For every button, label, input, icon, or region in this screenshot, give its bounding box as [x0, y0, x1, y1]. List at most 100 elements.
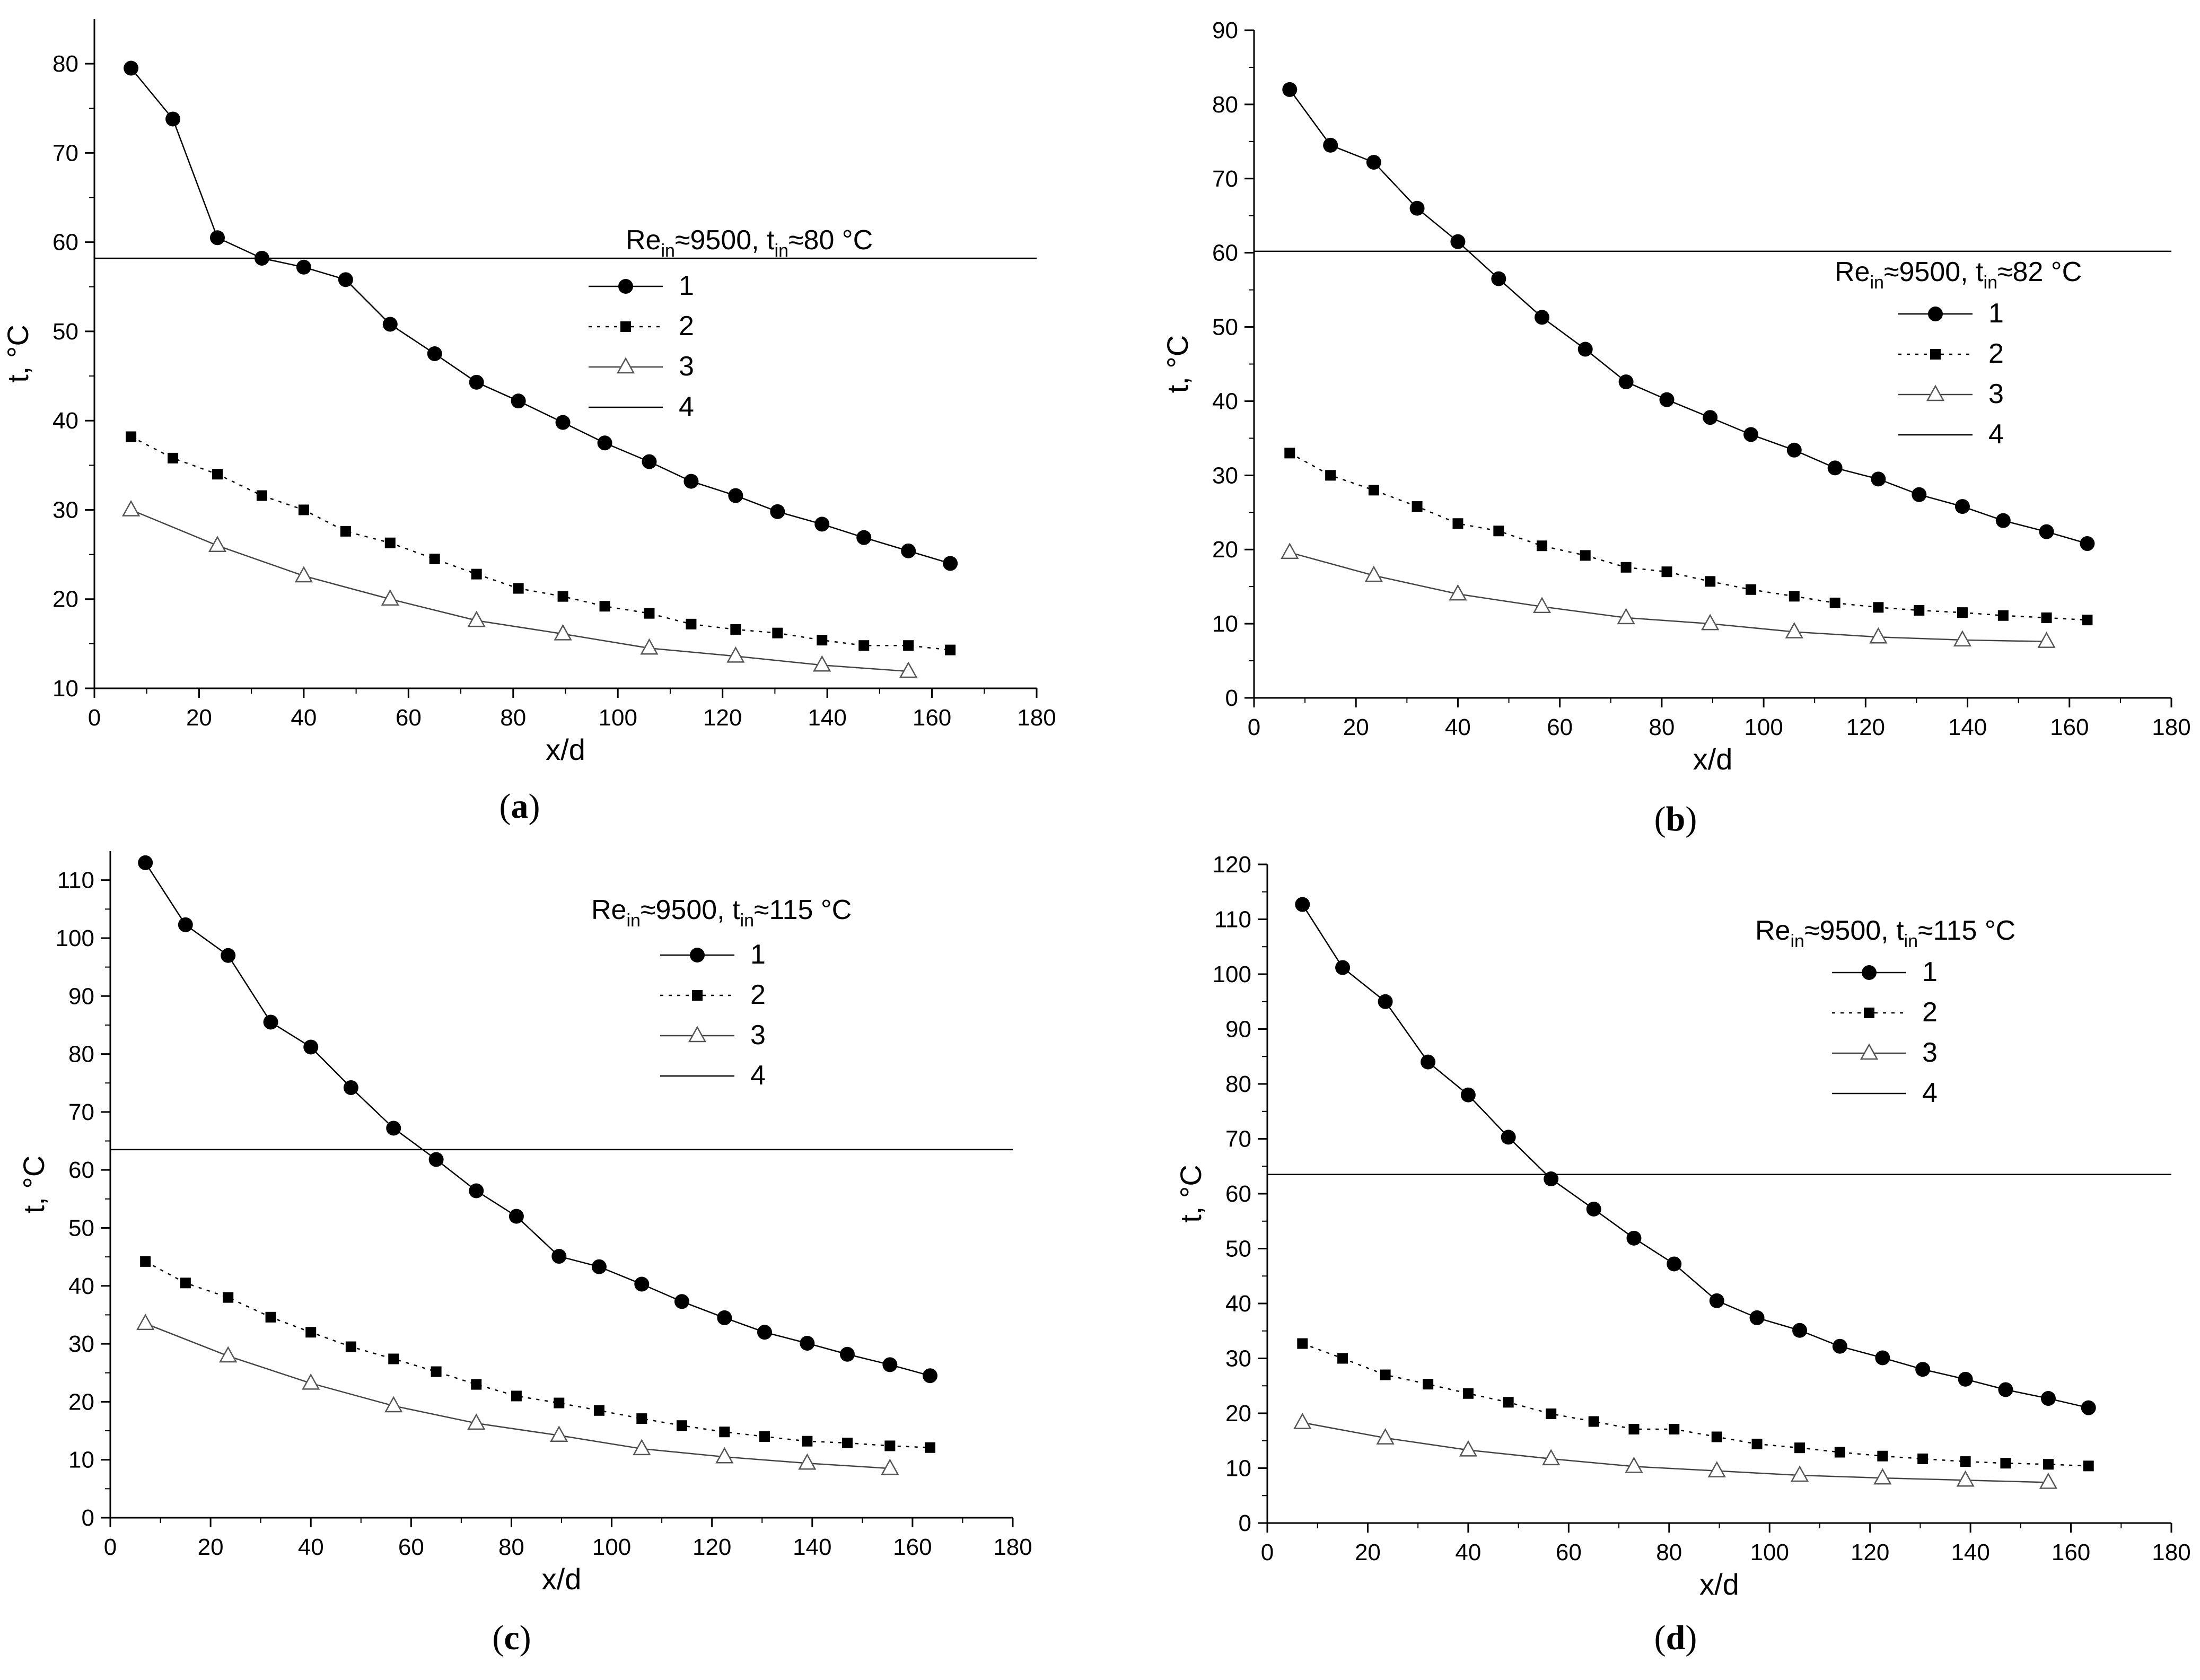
- circle-marker: [922, 1368, 937, 1384]
- x-tick-label: 100: [1744, 714, 1783, 740]
- triangle-marker: [2037, 632, 2056, 648]
- square-marker: [471, 568, 482, 580]
- x-tick-label: 0: [88, 705, 101, 731]
- legend-entry-4: 4: [1832, 1078, 1938, 1108]
- y-tick-label: 90: [1225, 1017, 1251, 1043]
- legend-title-re-sub: in: [661, 241, 674, 261]
- y-tick-label: 40: [68, 1273, 94, 1299]
- legend-title-value: ≈80 °C: [788, 225, 873, 256]
- circle-marker: [263, 1014, 278, 1030]
- square-marker: [1957, 607, 1968, 618]
- x-tick-label: 160: [2050, 714, 2089, 740]
- legend-entry-2: 2: [1898, 338, 2004, 369]
- y-tick-label: 50: [1212, 314, 1238, 340]
- square-marker: [1503, 1397, 1514, 1408]
- square-marker: [1368, 485, 1379, 496]
- triangle-marker: [467, 1413, 486, 1430]
- circle-marker: [1659, 392, 1675, 407]
- x-tick-label: 60: [1547, 714, 1573, 740]
- square-marker: [1829, 597, 1840, 608]
- legend-entry-4: 4: [1898, 419, 2004, 450]
- legend-label: 2: [1922, 997, 1938, 1028]
- y-tick-label: 40: [1212, 388, 1238, 414]
- circle-marker: [1709, 1293, 1724, 1308]
- square-marker: [759, 1431, 770, 1442]
- square-marker: [903, 640, 914, 651]
- series-1: [138, 855, 937, 1384]
- chart-panel-d: 0 20 40 60 80 100 120 140 160 180 0 10 20 30 40 50 60 70 8…: [1174, 852, 2191, 1657]
- y-tick-label: 70: [1225, 1126, 1251, 1152]
- square-marker: [1711, 1431, 1722, 1442]
- circle-marker: [1912, 487, 1927, 502]
- circle-marker: [1378, 994, 1393, 1009]
- square-marker: [126, 431, 137, 442]
- square-marker: [1914, 605, 1925, 616]
- square-marker: [180, 1278, 191, 1289]
- circle-marker: [221, 948, 236, 963]
- square-marker: [1834, 1447, 1845, 1458]
- circle-marker: [1743, 427, 1759, 442]
- legend-entry-3: 3: [1898, 379, 2004, 409]
- legend-title-mid: ≈9500, t: [641, 895, 740, 925]
- series-2: [1297, 1338, 2094, 1472]
- square-marker: [554, 1397, 565, 1408]
- chart-panel-c: 0 20 40 60 80 100 120 140 160 180 0 10 20 30 40 50 60 70 8…: [17, 851, 1032, 1657]
- legend-label: 3: [750, 1020, 766, 1051]
- x-tick-label: 100: [592, 1534, 631, 1560]
- circle-marker: [683, 474, 699, 489]
- y-tick-label: 40: [1225, 1291, 1251, 1317]
- triangle-marker: [715, 1447, 734, 1464]
- square-marker: [1669, 1424, 1680, 1435]
- y-tick-label: 110: [57, 868, 94, 894]
- series-3: [1281, 542, 2056, 648]
- circle-marker: [814, 517, 830, 532]
- y-tick-label: 0: [82, 1505, 94, 1531]
- series-line: [1289, 452, 2088, 621]
- series-3: [1293, 1413, 2058, 1489]
- square-marker: [223, 1292, 234, 1303]
- legend-entry-4: 4: [589, 391, 694, 422]
- circle-marker: [382, 317, 398, 332]
- circle-marker: [1786, 442, 1802, 458]
- legend-title: Rein≈9500, tin≈82 °C: [1835, 257, 2082, 293]
- triangle-marker: [1701, 614, 1720, 631]
- circle-marker: [1460, 1087, 1476, 1102]
- legend-label: 1: [1922, 957, 1938, 987]
- square-marker: [1794, 1442, 1805, 1454]
- circle-marker: [728, 488, 743, 503]
- legend-title-re-sub: in: [626, 911, 640, 931]
- legend-title-t-sub: in: [775, 241, 788, 261]
- legend-title-re-sub: in: [1870, 273, 1883, 293]
- square-marker: [1917, 1453, 1929, 1464]
- y-tick-label: 20: [1212, 537, 1238, 563]
- square-marker: [1297, 1338, 1308, 1349]
- circle-marker: [1577, 342, 1593, 357]
- square-marker: [1325, 470, 1336, 481]
- axes: 0 20 40 60 80 100 120 140 160 180 0 10 20 30 40 50 60 70 8…: [1213, 852, 2191, 1565]
- square-marker: [1661, 566, 1672, 578]
- x-tick-label: 40: [298, 1534, 324, 1560]
- y-tick-label: 90: [1212, 18, 1238, 43]
- triangle-marker: [813, 655, 831, 672]
- triangle-marker: [121, 500, 141, 517]
- legend-label: 3: [1988, 379, 2004, 409]
- triangle-marker: [208, 536, 227, 553]
- legend-title-mid: ≈9500, t: [1804, 915, 1904, 946]
- circle-marker: [1544, 1171, 1559, 1187]
- axes: 0 20 40 60 80 100 120 140 160 180 10 20 30 40 50 60 70 80: [52, 19, 1056, 731]
- square-marker: [513, 583, 524, 594]
- series-line: [1302, 1422, 2048, 1483]
- x-tick-label: 80: [1656, 1539, 1682, 1565]
- square-marker: [1960, 1456, 1971, 1467]
- y-tick-label: 80: [68, 1042, 94, 1068]
- legend-label: 3: [679, 351, 694, 382]
- square-marker: [692, 990, 703, 1001]
- triangle-marker: [899, 661, 918, 678]
- x-tick-label: 180: [2152, 1539, 2190, 1565]
- x-tick-label: 60: [1556, 1539, 1582, 1565]
- panel-label-letter: b: [1666, 800, 1686, 838]
- circle-marker: [428, 1152, 444, 1167]
- x-tick-label: 100: [1750, 1539, 1789, 1565]
- circle-marker: [511, 393, 526, 409]
